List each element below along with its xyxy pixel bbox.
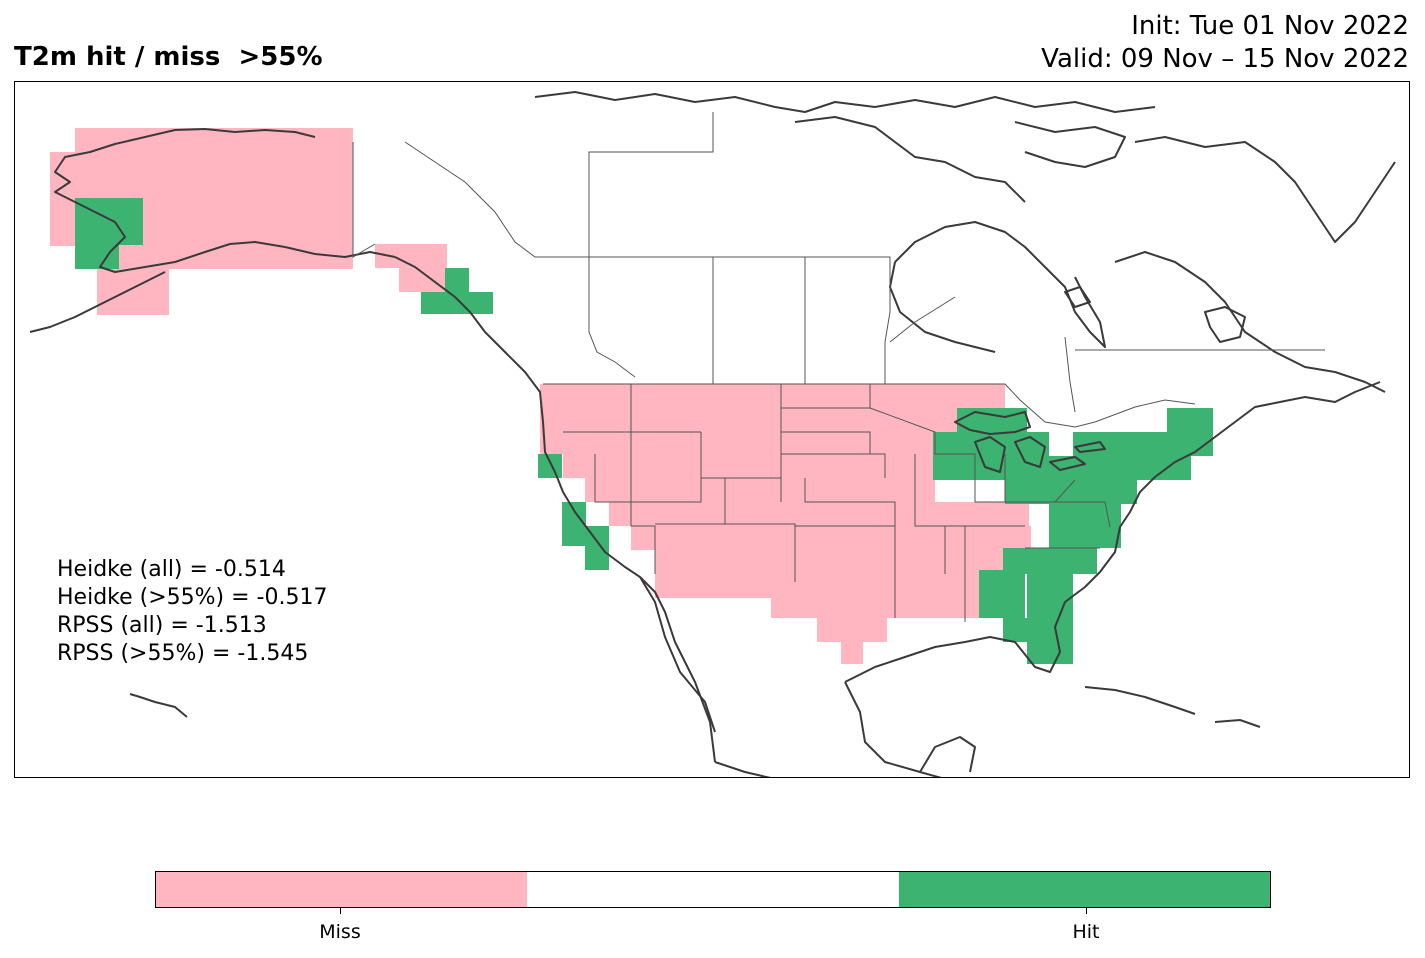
colorbar-label-hit: Hit	[1072, 921, 1100, 943]
rpss-all: RPSS (all) = -1.513	[57, 613, 267, 638]
colorbar-tick-hit	[1086, 908, 1087, 914]
colorbar	[155, 871, 1271, 908]
colorbar-tick-miss	[340, 908, 341, 914]
heidke-above-55: Heidke (>55%) = -0.517	[57, 585, 328, 610]
map-svg	[29, 91, 1396, 777]
colorbar-hit-segment	[898, 872, 1270, 907]
map-panel	[14, 81, 1410, 778]
miss-cells	[50, 128, 1031, 664]
init-date: Init: Tue 01 Nov 2022	[1131, 11, 1409, 41]
colorbar-neutral-segment	[527, 872, 899, 907]
colorbar-label-miss: Miss	[319, 921, 361, 943]
colorbar-miss-segment	[156, 872, 528, 907]
political-borders	[352, 112, 1325, 622]
heidke-all: Heidke (all) = -0.514	[57, 557, 286, 582]
coastlines	[29, 91, 1396, 777]
valid-range: Valid: 09 Nov – 15 Nov 2022	[1041, 44, 1409, 74]
rpss-above-55: RPSS (>55%) = -1.545	[57, 641, 309, 666]
map-title: T2m hit / miss >55%	[14, 42, 323, 72]
skill-scores: Heidke (all) = -0.514 Heidke (>55%) = -0…	[57, 556, 327, 668]
date-info: Init: Tue 01 Nov 2022 Valid: 09 Nov – 15…	[1041, 10, 1409, 76]
